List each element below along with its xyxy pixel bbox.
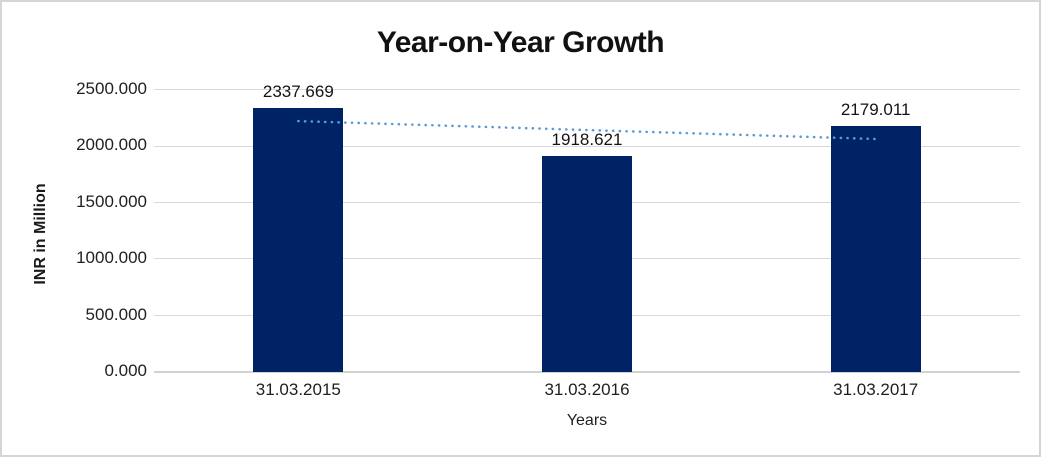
- bar-31.03.2015: [253, 108, 344, 372]
- bar-31.03.2016: [542, 155, 632, 372]
- y-tick-label: 2000.000: [76, 135, 147, 155]
- y-tick-label: 2500.000: [76, 79, 147, 98]
- data-label: 1918.621: [551, 129, 623, 149]
- x-tick-label: 31.03.2017: [833, 380, 919, 399]
- x-tick-label: 31.03.2015: [255, 380, 341, 399]
- x-axis-line: [154, 371, 1020, 373]
- data-label: 2337.669: [262, 82, 334, 102]
- y-tick-label: 1000.000: [76, 248, 147, 268]
- chart-title: Year-on-Year Growth: [376, 26, 665, 59]
- bar-31.03.2017: [830, 126, 921, 372]
- y-tick-label: 0.000: [104, 361, 147, 380]
- gridline: [154, 89, 1020, 91]
- gridline: [154, 145, 1020, 147]
- x-axis-title: Years: [566, 412, 608, 429]
- y-tick-label: 1500.000: [76, 191, 147, 211]
- data-label: 2179.011: [840, 100, 911, 120]
- y-tick-label: 500.000: [85, 304, 147, 324]
- x-tick-label: 31.03.2016: [544, 380, 630, 399]
